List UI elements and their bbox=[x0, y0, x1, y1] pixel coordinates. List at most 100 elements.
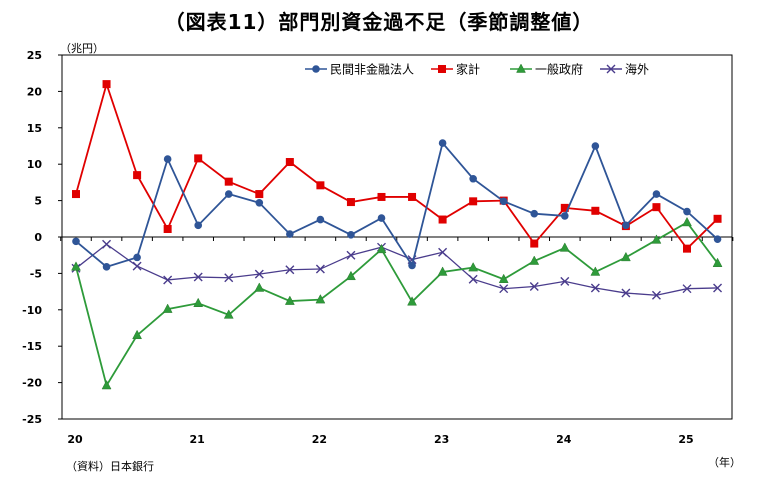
data-point bbox=[163, 224, 172, 233]
data-point bbox=[102, 263, 111, 271]
data-point bbox=[163, 275, 173, 285]
data-point bbox=[376, 243, 387, 254]
data-point bbox=[559, 242, 570, 252]
data-point bbox=[683, 244, 691, 253]
data-point bbox=[621, 288, 631, 298]
data-point bbox=[255, 198, 264, 207]
data-point bbox=[591, 206, 600, 215]
data-point bbox=[224, 177, 233, 186]
data-point bbox=[438, 215, 447, 224]
data-point bbox=[254, 282, 265, 292]
y-tick-label: -25 bbox=[22, 413, 42, 426]
data-point bbox=[516, 63, 526, 73]
data-point bbox=[316, 215, 325, 224]
data-point bbox=[469, 197, 478, 206]
legend-label: 家計 bbox=[456, 62, 480, 77]
data-point bbox=[163, 155, 172, 163]
legend-item: 海外 bbox=[600, 62, 649, 77]
data-point bbox=[437, 266, 448, 276]
data-point bbox=[285, 265, 295, 275]
y-tick-label: -5 bbox=[30, 267, 42, 280]
legend-item: 家計 bbox=[431, 62, 480, 77]
data-point bbox=[651, 290, 661, 300]
data-point bbox=[255, 190, 264, 199]
data-point bbox=[712, 257, 723, 267]
series-line bbox=[75, 221, 719, 388]
data-point bbox=[560, 203, 569, 212]
y-tick-label: -20 bbox=[22, 377, 42, 390]
legend-item: 民間非金融法人 bbox=[305, 62, 414, 77]
data-point bbox=[498, 273, 509, 283]
chart-title: （図表11）部門別資金過不足（季節調整値） bbox=[164, 10, 594, 34]
data-point bbox=[468, 274, 478, 284]
y-tick-label: 15 bbox=[27, 122, 42, 135]
x-tick-label: 24 bbox=[556, 433, 572, 446]
data-point bbox=[468, 262, 479, 272]
data-point bbox=[683, 207, 691, 216]
data-point bbox=[560, 276, 570, 286]
data-point bbox=[620, 251, 631, 262]
data-point bbox=[408, 261, 416, 270]
data-point bbox=[591, 142, 600, 150]
data-point bbox=[377, 214, 386, 222]
y-tick-label: -10 bbox=[22, 304, 42, 317]
data-point bbox=[346, 198, 355, 207]
series-3 bbox=[71, 239, 723, 300]
data-point bbox=[682, 216, 692, 227]
data-point bbox=[590, 266, 601, 276]
data-point bbox=[285, 158, 294, 167]
y-tick-label: -15 bbox=[22, 340, 42, 353]
data-point bbox=[407, 296, 417, 306]
y-tick-label: 25 bbox=[27, 49, 42, 62]
legend-label: 海外 bbox=[625, 62, 649, 77]
x-tick-label: 21 bbox=[190, 433, 205, 446]
data-point bbox=[713, 235, 722, 243]
data-point bbox=[224, 273, 234, 283]
data-point bbox=[162, 303, 173, 313]
data-point bbox=[652, 203, 661, 212]
data-point bbox=[530, 209, 539, 218]
data-point bbox=[194, 221, 202, 230]
data-point bbox=[713, 283, 723, 293]
data-point bbox=[193, 297, 204, 307]
data-point bbox=[529, 282, 539, 291]
legend-label: 民間非金融法人 bbox=[330, 62, 414, 77]
data-point bbox=[194, 154, 203, 163]
data-point bbox=[652, 190, 661, 198]
legend-item: 一般政府 bbox=[510, 62, 583, 77]
data-point bbox=[346, 270, 356, 281]
source-note: （資料）日本銀行 bbox=[66, 460, 154, 473]
data-point bbox=[651, 234, 662, 244]
data-point bbox=[71, 261, 81, 271]
data-point bbox=[133, 171, 142, 180]
data-point bbox=[72, 190, 80, 199]
data-point bbox=[713, 214, 722, 223]
data-point bbox=[102, 239, 112, 249]
data-point bbox=[606, 64, 616, 74]
x-tick-label: 23 bbox=[434, 433, 449, 446]
data-point bbox=[529, 255, 540, 265]
data-point bbox=[223, 309, 234, 319]
data-point bbox=[499, 284, 509, 294]
data-point bbox=[561, 212, 569, 220]
data-point bbox=[377, 192, 386, 201]
x-tick-label: 25 bbox=[678, 433, 693, 446]
series-2 bbox=[71, 216, 723, 390]
data-point bbox=[102, 80, 111, 89]
x-tick-label: 20 bbox=[67, 433, 83, 446]
data-point bbox=[224, 190, 233, 198]
series-line bbox=[75, 81, 719, 251]
data-point bbox=[682, 284, 692, 294]
data-point bbox=[132, 329, 143, 340]
data-point bbox=[438, 247, 448, 257]
series-line bbox=[75, 243, 718, 296]
data-point bbox=[72, 237, 80, 246]
y-tick-label: 20 bbox=[27, 85, 43, 98]
data-point bbox=[315, 264, 325, 274]
data-point bbox=[101, 379, 112, 390]
x-axis-unit: （年） bbox=[708, 456, 741, 469]
data-point bbox=[622, 221, 630, 230]
data-point bbox=[284, 295, 295, 305]
data-point bbox=[438, 139, 447, 147]
